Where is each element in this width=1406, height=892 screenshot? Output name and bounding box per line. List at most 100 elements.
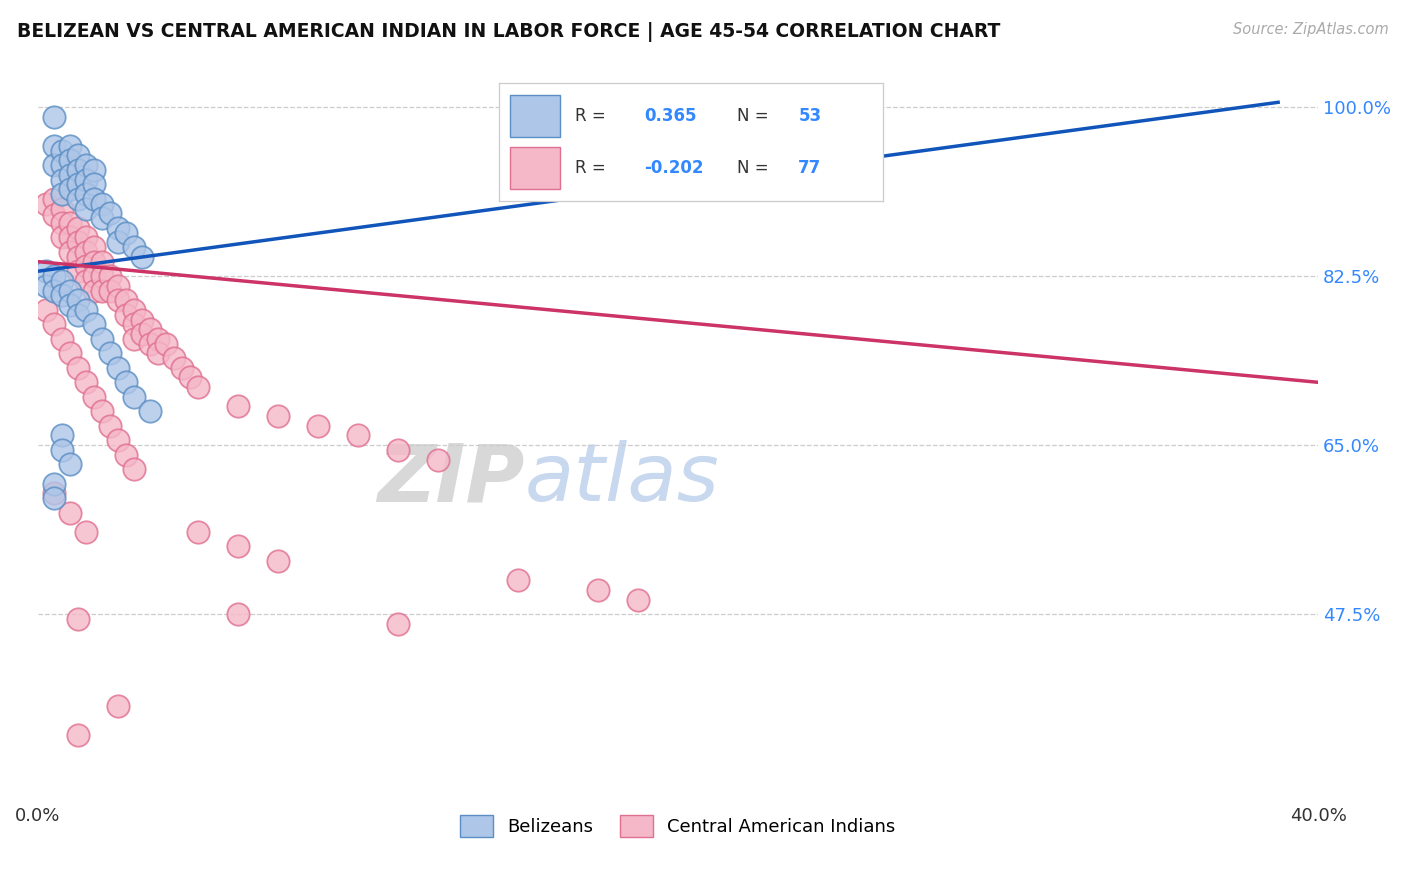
Point bbox=[75, 260, 97, 274]
Point bbox=[66, 220, 89, 235]
Point bbox=[83, 284, 105, 298]
Point bbox=[59, 458, 82, 472]
Point bbox=[98, 346, 121, 360]
Point bbox=[187, 524, 209, 539]
Point bbox=[59, 506, 82, 520]
Point bbox=[66, 360, 89, 375]
Point bbox=[66, 264, 89, 278]
Point bbox=[83, 390, 105, 404]
Point bbox=[90, 284, 112, 298]
Point bbox=[42, 208, 65, 222]
Point bbox=[42, 486, 65, 500]
Point bbox=[146, 346, 169, 360]
Point bbox=[90, 404, 112, 418]
Point bbox=[90, 269, 112, 284]
Point bbox=[34, 196, 56, 211]
Text: atlas: atlas bbox=[524, 441, 718, 518]
Point bbox=[42, 138, 65, 153]
Point bbox=[627, 592, 650, 607]
Point bbox=[107, 434, 129, 448]
Point bbox=[98, 418, 121, 433]
Point bbox=[138, 336, 160, 351]
Point bbox=[51, 202, 73, 216]
Point bbox=[59, 346, 82, 360]
Point bbox=[51, 274, 73, 288]
Point bbox=[107, 293, 129, 308]
Point bbox=[66, 178, 89, 192]
Point bbox=[59, 182, 82, 196]
Point bbox=[179, 370, 201, 384]
Point bbox=[122, 390, 145, 404]
Point bbox=[83, 318, 105, 332]
Point bbox=[51, 332, 73, 346]
Point bbox=[114, 448, 136, 462]
Point bbox=[98, 269, 121, 284]
Point bbox=[75, 274, 97, 288]
Point bbox=[122, 462, 145, 476]
Point bbox=[114, 293, 136, 308]
Point bbox=[83, 269, 105, 284]
Point bbox=[114, 226, 136, 240]
Point bbox=[586, 582, 609, 597]
Point bbox=[66, 308, 89, 322]
Point bbox=[122, 302, 145, 317]
Point bbox=[146, 332, 169, 346]
Point bbox=[387, 442, 409, 457]
Point bbox=[83, 192, 105, 206]
Point bbox=[51, 230, 73, 244]
Point bbox=[66, 162, 89, 177]
Point bbox=[226, 540, 249, 554]
Text: ZIP: ZIP bbox=[377, 441, 524, 518]
Point bbox=[131, 250, 153, 264]
Point bbox=[98, 206, 121, 220]
Point bbox=[59, 284, 82, 298]
Point bbox=[170, 360, 193, 375]
Point bbox=[107, 698, 129, 713]
Point bbox=[187, 380, 209, 394]
Point bbox=[66, 612, 89, 626]
Point bbox=[131, 326, 153, 341]
Point bbox=[122, 332, 145, 346]
Point bbox=[42, 476, 65, 491]
Point bbox=[107, 220, 129, 235]
Point bbox=[83, 254, 105, 268]
Point bbox=[114, 376, 136, 390]
Point bbox=[51, 216, 73, 230]
Point bbox=[267, 409, 290, 423]
Point bbox=[83, 178, 105, 192]
Point bbox=[83, 240, 105, 254]
Legend: Belizeans, Central American Indians: Belizeans, Central American Indians bbox=[453, 808, 903, 845]
Point bbox=[59, 216, 82, 230]
Point bbox=[51, 288, 73, 302]
Point bbox=[75, 376, 97, 390]
Point bbox=[66, 192, 89, 206]
Point bbox=[226, 400, 249, 414]
Point bbox=[131, 312, 153, 326]
Text: BELIZEAN VS CENTRAL AMERICAN INDIAN IN LABOR FORCE | AGE 45-54 CORRELATION CHART: BELIZEAN VS CENTRAL AMERICAN INDIAN IN L… bbox=[17, 22, 1000, 42]
Point bbox=[42, 269, 65, 284]
Point bbox=[51, 144, 73, 158]
Point bbox=[90, 254, 112, 268]
Point bbox=[426, 452, 449, 467]
Point bbox=[66, 728, 89, 742]
Point bbox=[66, 250, 89, 264]
Point bbox=[75, 302, 97, 317]
Point bbox=[107, 235, 129, 250]
Point bbox=[75, 172, 97, 186]
Point bbox=[66, 293, 89, 308]
Point bbox=[83, 162, 105, 177]
Point bbox=[59, 168, 82, 182]
Point bbox=[75, 230, 97, 244]
Point bbox=[122, 240, 145, 254]
Point bbox=[75, 158, 97, 172]
Point bbox=[346, 428, 368, 442]
Point bbox=[51, 428, 73, 442]
Point bbox=[114, 308, 136, 322]
Point bbox=[42, 318, 65, 332]
Point bbox=[138, 322, 160, 336]
Point bbox=[59, 298, 82, 312]
Point bbox=[59, 153, 82, 168]
Point bbox=[75, 524, 97, 539]
Point bbox=[122, 318, 145, 332]
Point bbox=[51, 442, 73, 457]
